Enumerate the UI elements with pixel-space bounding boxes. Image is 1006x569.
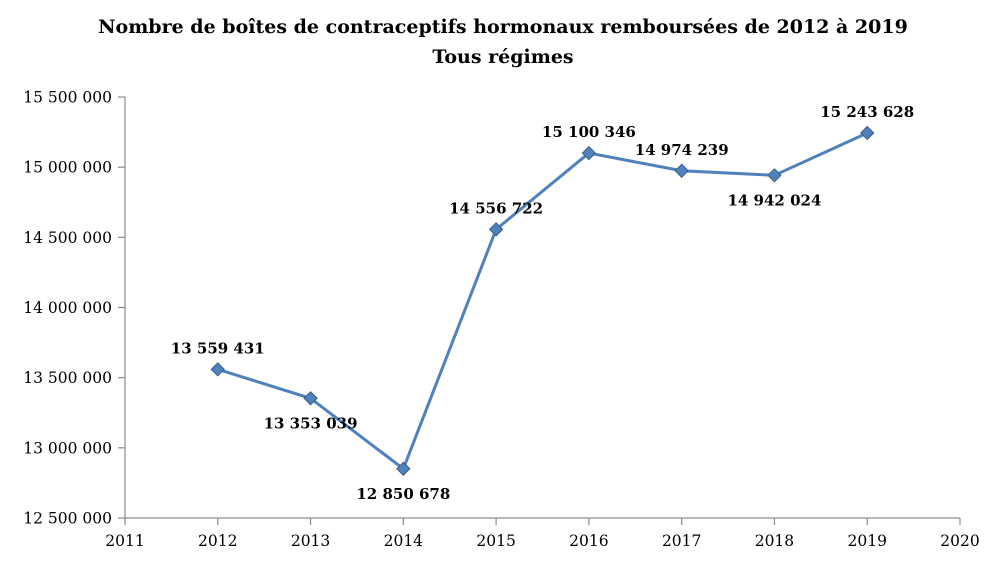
x-axis-tick-label: 2015 [476, 532, 515, 550]
chart-title-line2: Tous régimes [432, 46, 574, 69]
data-point-marker [303, 391, 318, 406]
series-line [216, 131, 869, 471]
x-axis-tick-label: 2020 [940, 532, 979, 550]
data-point-label: 15 100 346 [542, 123, 636, 141]
data-point-label: 13 559 431 [171, 339, 265, 357]
data-point-marker [860, 125, 875, 141]
data-point-marker [488, 222, 504, 237]
y-axis-tick-label: 15 500 000 [23, 89, 112, 107]
data-point-label: 14 974 239 [635, 141, 729, 159]
data-point-marker [674, 163, 689, 178]
data-point-label: 13 353 039 [264, 414, 358, 432]
data-point-label: 14 942 024 [727, 191, 821, 209]
data-point-marker [396, 461, 411, 476]
data-point-label: 12 850 678 [356, 485, 450, 503]
x-axis-tick-label: 2014 [384, 532, 424, 550]
data-point-marker [581, 145, 597, 161]
data-point-label: 14 556 722 [449, 199, 543, 217]
data-point-label: 15 243 628 [820, 103, 914, 121]
x-axis-tick-label: 2019 [847, 532, 886, 550]
chart-title-line1: Nombre de boîtes de contraceptifs hormon… [98, 16, 908, 38]
x-axis-tick-label: 2016 [569, 532, 608, 550]
y-axis-tick-label: 13 000 000 [23, 439, 112, 457]
y-axis-tick-label: 15 000 000 [23, 159, 112, 177]
x-axis-tick-label: 2012 [198, 532, 237, 550]
data-point-marker [767, 168, 782, 183]
y-axis-tick-label: 13 500 000 [23, 369, 112, 387]
x-axis-tick-label: 2011 [105, 532, 144, 550]
y-axis-tick-label: 12 500 000 [23, 510, 112, 528]
y-axis-tick-label: 14 000 000 [23, 299, 112, 317]
chart-title: Nombre de boîtes de contraceptifs hormon… [0, 12, 1006, 73]
x-axis-tick-label: 2017 [662, 532, 701, 550]
x-axis-tick-label: 2018 [755, 532, 794, 550]
data-point-marker [210, 362, 225, 377]
x-axis-tick-label: 2013 [291, 532, 330, 550]
y-axis-tick-label: 14 500 000 [23, 229, 112, 247]
